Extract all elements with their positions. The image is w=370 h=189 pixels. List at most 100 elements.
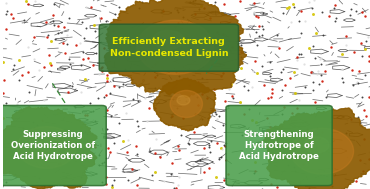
Point xyxy=(186,143,192,146)
Polygon shape xyxy=(154,78,216,131)
Point xyxy=(229,23,235,26)
Point xyxy=(351,50,357,53)
Point xyxy=(154,60,160,63)
Point xyxy=(27,91,33,94)
Point xyxy=(83,5,89,9)
Point xyxy=(55,153,61,156)
Point xyxy=(294,107,300,110)
Point xyxy=(72,106,78,109)
Point xyxy=(221,3,227,6)
Point xyxy=(221,124,226,127)
Point xyxy=(329,185,335,188)
Point xyxy=(95,162,101,165)
Point xyxy=(344,119,350,122)
Point xyxy=(36,176,42,179)
Point xyxy=(296,53,302,56)
Point xyxy=(78,125,84,129)
Point xyxy=(359,11,365,14)
Point xyxy=(274,185,280,188)
Point xyxy=(149,66,155,69)
Point xyxy=(161,53,167,56)
Point xyxy=(317,57,323,60)
Point xyxy=(205,116,211,119)
Point xyxy=(260,11,266,14)
Point xyxy=(111,42,117,45)
Point xyxy=(245,88,251,91)
Point xyxy=(238,56,244,59)
Point xyxy=(21,19,27,22)
Point xyxy=(116,121,122,124)
Point xyxy=(99,69,105,72)
Point xyxy=(250,2,256,5)
Point xyxy=(11,63,17,66)
Point xyxy=(101,24,107,27)
Point xyxy=(216,157,222,160)
Point xyxy=(253,31,259,34)
Point xyxy=(322,70,328,73)
Point xyxy=(306,133,312,136)
Point xyxy=(1,79,7,82)
Point xyxy=(264,117,270,120)
Polygon shape xyxy=(137,20,214,74)
Point xyxy=(269,87,275,90)
Point xyxy=(359,54,365,57)
Point xyxy=(152,75,158,78)
Point xyxy=(142,57,148,60)
Point xyxy=(63,37,69,40)
Point xyxy=(3,13,9,16)
Point xyxy=(169,174,175,177)
Point xyxy=(118,48,124,51)
Point xyxy=(38,151,44,154)
Point xyxy=(199,77,205,80)
Point xyxy=(50,19,56,22)
Point xyxy=(153,137,159,140)
Point xyxy=(232,15,238,18)
Point xyxy=(77,152,83,155)
Point xyxy=(87,101,93,104)
Point xyxy=(58,145,64,148)
Point xyxy=(252,153,258,156)
Point xyxy=(64,42,70,45)
Point xyxy=(84,138,90,141)
Point xyxy=(366,158,370,161)
Point xyxy=(31,57,37,60)
Point xyxy=(366,95,370,98)
Point xyxy=(186,67,192,70)
Point xyxy=(116,5,122,9)
Point xyxy=(267,75,273,78)
Point xyxy=(194,54,199,57)
Point xyxy=(231,38,236,41)
Point xyxy=(99,180,105,184)
Point xyxy=(296,20,302,23)
Point xyxy=(128,55,134,58)
Point xyxy=(201,57,207,60)
Point xyxy=(276,170,282,173)
Point xyxy=(134,119,140,122)
Point xyxy=(256,34,262,37)
Point xyxy=(214,30,220,33)
Point xyxy=(287,119,293,122)
Point xyxy=(89,147,95,150)
Point xyxy=(254,72,260,75)
Point xyxy=(323,95,329,98)
Point xyxy=(169,162,175,165)
Point xyxy=(362,73,368,76)
Point xyxy=(90,64,96,67)
Point xyxy=(116,85,122,88)
Point xyxy=(139,1,145,4)
Point xyxy=(183,99,189,102)
Point xyxy=(96,163,102,167)
Point xyxy=(267,126,273,129)
Point xyxy=(339,77,345,80)
Point xyxy=(208,139,213,142)
Point xyxy=(135,124,141,127)
Point xyxy=(246,108,252,111)
Point xyxy=(48,39,54,42)
Point xyxy=(280,12,286,15)
Point xyxy=(176,175,182,178)
Point xyxy=(272,127,278,130)
Point xyxy=(31,35,37,38)
Point xyxy=(168,116,174,119)
Point xyxy=(84,132,90,135)
Point xyxy=(61,26,67,29)
